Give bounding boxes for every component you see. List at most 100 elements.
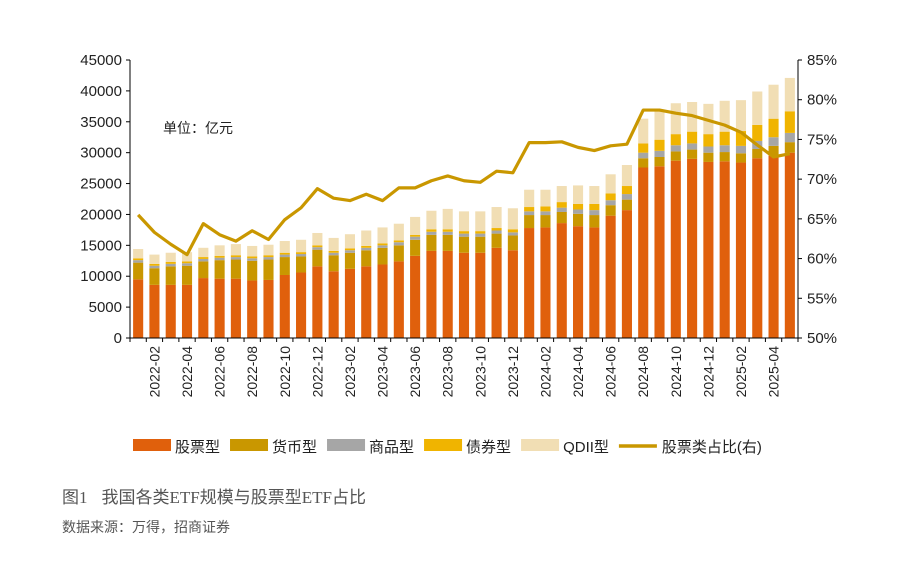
bar-2025-03-series-1 xyxy=(752,148,763,159)
bar-2024-12-series-2 xyxy=(703,146,714,153)
bar-2024-03-series-3 xyxy=(556,202,567,208)
bar-2022-04-series-4 xyxy=(181,252,193,262)
bar-2025-04-series-2 xyxy=(768,137,779,146)
bar-2025-05-series-3 xyxy=(784,111,795,133)
bar-2025-03-series-0 xyxy=(752,158,763,338)
bar-2023-08-series-3 xyxy=(442,229,453,232)
bar-2025-05-series-2 xyxy=(784,132,795,143)
bar-2025-04-series-0 xyxy=(768,155,779,338)
bar-2022-11-series-1 xyxy=(296,256,307,273)
x-tick-label: 2023-12 xyxy=(505,346,521,398)
bar-2023-12-series-1 xyxy=(507,235,518,251)
bar-2024-07-series-2 xyxy=(621,194,632,200)
bar-2024-06-series-2 xyxy=(605,200,616,206)
bar-2023-03-series-3 xyxy=(361,245,372,248)
y-tick-label: 10000 xyxy=(80,268,122,285)
bar-2022-12-series-0 xyxy=(312,266,323,338)
bar-2025-02-series-4 xyxy=(735,100,747,132)
bar-2022-01-series-1 xyxy=(133,262,144,280)
x-tick-label: 2022-10 xyxy=(277,346,293,398)
bar-2022-10-series-3 xyxy=(279,252,290,255)
x-tick-label: 2023-04 xyxy=(375,346,391,398)
bar-2022-09-series-1 xyxy=(263,259,274,280)
bar-2022-10-series-1 xyxy=(279,257,290,275)
y2-tick-label: 85% xyxy=(807,52,837,69)
bar-2022-03-series-1 xyxy=(165,266,176,285)
bar-2025-02-series-1 xyxy=(735,153,747,163)
y-tick-label: 5000 xyxy=(89,299,122,316)
bar-2025-05-series-1 xyxy=(784,142,795,153)
bar-2024-02-series-4 xyxy=(540,189,551,207)
bar-2024-05-series-1 xyxy=(589,215,600,228)
bar-2022-04-series-3 xyxy=(181,261,193,264)
legend-swatch-4 xyxy=(521,439,560,451)
bar-2022-09-series-0 xyxy=(263,279,274,338)
x-tick-label: 2024-02 xyxy=(537,346,553,398)
bar-2023-10-series-4 xyxy=(475,211,486,232)
bar-2022-08-series-1 xyxy=(247,260,258,281)
bar-2024-08-series-2 xyxy=(638,152,649,159)
y2-tick-label: 50% xyxy=(807,330,837,347)
bar-2023-01-series-3 xyxy=(328,250,339,253)
bar-2023-12-series-3 xyxy=(507,229,518,233)
y-tick-label: 35000 xyxy=(80,114,122,131)
bar-2023-08-series-2 xyxy=(442,231,453,235)
bar-2022-06-series-1 xyxy=(214,260,225,279)
bar-2022-05-series-4 xyxy=(198,247,209,258)
bar-2023-02-series-4 xyxy=(344,234,355,249)
bar-2023-02-series-1 xyxy=(344,252,355,269)
bar-2022-08-series-4 xyxy=(247,245,258,257)
legend: 股票型 货币型 商品型 债券型 QDII型 股票类占比(右) xyxy=(133,439,762,456)
bar-2024-12-series-0 xyxy=(703,161,714,338)
bar-2023-12-series-4 xyxy=(507,208,518,230)
bar-2024-06-series-3 xyxy=(605,193,616,201)
bar-2022-09-series-2 xyxy=(263,257,274,260)
bar-2025-02-series-0 xyxy=(735,162,747,338)
bar-2022-03-series-2 xyxy=(165,263,176,267)
legend-label-5: 股票类占比(右) xyxy=(662,439,762,456)
legend-swatch-0 xyxy=(133,439,171,451)
x-tick-label: 2022-06 xyxy=(212,346,228,398)
bar-2023-07-series-1 xyxy=(426,234,437,251)
bar-2024-09-series-4 xyxy=(654,111,665,140)
bar-2025-01-series-1 xyxy=(719,152,730,162)
legend-label-4: QDII型 xyxy=(563,439,609,456)
bar-2022-07-series-3 xyxy=(230,255,241,258)
bar-2025-01-series-2 xyxy=(719,145,730,153)
bar-2024-10-series-4 xyxy=(670,103,681,135)
bar-2022-03-series-3 xyxy=(165,262,176,264)
bar-2022-05-series-0 xyxy=(198,278,209,338)
bar-2024-07-series-0 xyxy=(621,210,632,338)
bar-2024-09-series-1 xyxy=(654,156,665,167)
bar-2024-08-series-3 xyxy=(638,143,649,153)
bar-2024-01-series-2 xyxy=(524,211,535,216)
bar-2023-01-series-0 xyxy=(328,271,339,338)
bar-2024-12-series-3 xyxy=(703,134,714,147)
figure-number: 图1 xyxy=(62,488,88,507)
bar-2024-11-series-2 xyxy=(687,143,698,150)
bar-2022-08-series-2 xyxy=(247,258,258,261)
bar-2022-06-series-4 xyxy=(214,245,225,256)
bar-2023-04-series-4 xyxy=(377,227,388,244)
bar-2024-02-series-1 xyxy=(540,215,551,228)
y-tick-label: 40000 xyxy=(80,83,122,100)
bar-2023-06-series-1 xyxy=(410,239,421,256)
bar-2023-04-series-0 xyxy=(377,264,388,338)
x-tick-label: 2022-12 xyxy=(309,346,325,398)
bar-2022-03-series-4 xyxy=(165,252,176,263)
bar-2024-01-series-3 xyxy=(524,207,535,212)
unit-note: 单位：亿元 xyxy=(163,121,233,137)
bar-2025-05-series-4 xyxy=(784,77,795,112)
bar-2023-10-series-2 xyxy=(475,233,486,237)
legend-label-3: 债券型 xyxy=(466,439,511,456)
bar-2024-07-series-3 xyxy=(621,186,632,195)
bar-2024-06-series-4 xyxy=(605,174,616,194)
bar-2024-11-series-1 xyxy=(687,149,698,159)
bar-2023-04-series-3 xyxy=(377,243,388,246)
y2-tick-label: 75% xyxy=(807,131,837,148)
bar-2022-10-series-0 xyxy=(279,274,290,338)
bar-2022-04-series-0 xyxy=(181,284,193,338)
bar-2022-02-series-2 xyxy=(149,265,160,269)
x-tick-label: 2024-08 xyxy=(635,346,651,398)
